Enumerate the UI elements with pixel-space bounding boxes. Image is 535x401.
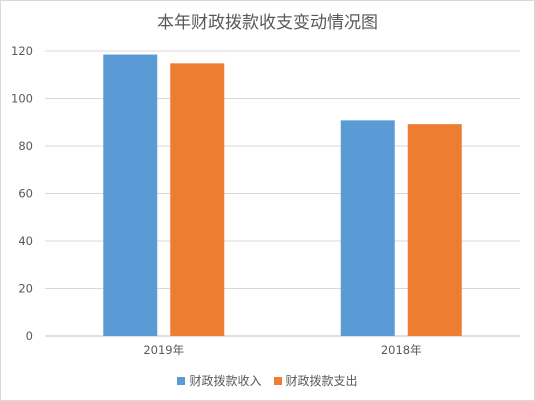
x-tick-label: 2019年 bbox=[143, 343, 184, 357]
bar-income bbox=[103, 54, 158, 336]
legend-swatch-income bbox=[177, 376, 186, 385]
y-tick-label: 120 bbox=[11, 44, 33, 58]
y-tick-label: 0 bbox=[26, 329, 33, 343]
y-tick-label: 60 bbox=[18, 187, 33, 201]
chart-legend: 财政拨款收入 财政拨款支出 bbox=[0, 372, 535, 389]
y-tick-label: 80 bbox=[18, 139, 33, 153]
bar-expense bbox=[170, 63, 225, 336]
legend-swatch-expense bbox=[273, 376, 282, 385]
y-tick-label: 100 bbox=[11, 92, 33, 106]
chart-title: 本年财政拨款收支变动情况图 bbox=[157, 13, 378, 33]
legend-label-expense: 财政拨款支出 bbox=[285, 374, 358, 388]
y-tick-label: 40 bbox=[18, 234, 33, 248]
bar-expense bbox=[407, 124, 462, 337]
x-tick-label: 2018年 bbox=[381, 343, 422, 357]
bar-income bbox=[340, 120, 395, 336]
legend-item-income: 财政拨款收入 bbox=[177, 372, 262, 389]
y-tick-label: 20 bbox=[18, 282, 33, 296]
legend-label-income: 财政拨款收入 bbox=[189, 374, 262, 388]
legend-item-expense: 财政拨款支出 bbox=[273, 372, 358, 389]
